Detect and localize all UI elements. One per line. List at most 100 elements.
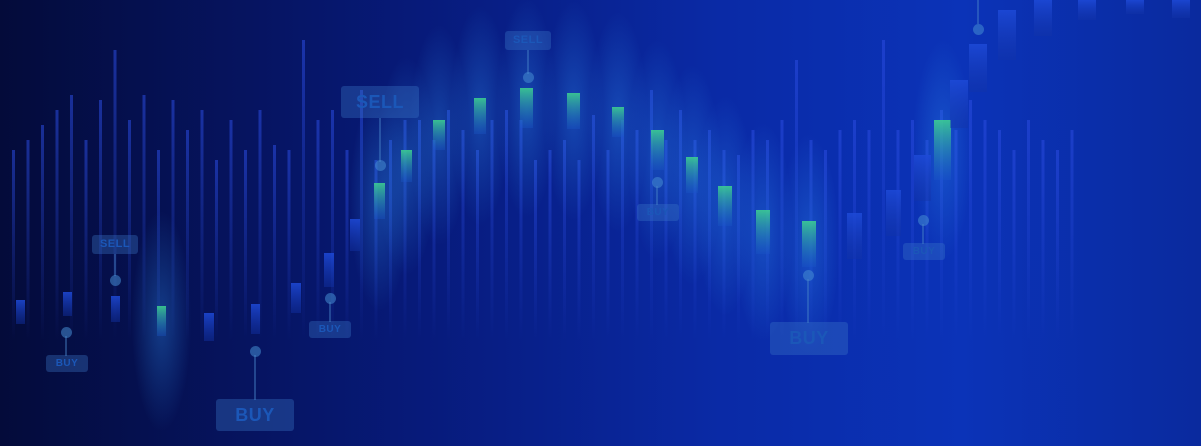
- buy-marker-6-pin: [922, 224, 924, 244]
- sell-marker-1-pin: [114, 254, 116, 276]
- sell-marker-1-dot: [110, 275, 121, 286]
- wick-line: [12, 150, 15, 340]
- buy-marker-1-dot: [61, 327, 72, 338]
- wick-line: [84, 140, 88, 340]
- sell-marker-2-pin: [379, 118, 381, 162]
- glow-highlights: [131, 0, 973, 431]
- wick-line: [99, 100, 102, 340]
- wick-line: [128, 120, 131, 340]
- candle-body: [474, 98, 486, 134]
- buy-marker-6: BUY: [903, 243, 945, 260]
- candle-body: [111, 296, 120, 322]
- wick-line: [1056, 150, 1059, 340]
- candle-body: [914, 155, 931, 201]
- wick-line: [273, 145, 276, 340]
- candle-body: [686, 157, 698, 193]
- buy-marker-4-dot: [652, 177, 663, 188]
- wick-line: [606, 150, 610, 340]
- wick-line: [998, 130, 1001, 340]
- candle-body: [1126, 0, 1144, 14]
- candle-body: [1078, 0, 1096, 20]
- wick-line: [490, 120, 494, 340]
- wick-line: [215, 160, 218, 340]
- top-marker-pin: [977, 0, 979, 24]
- buy-marker-5-pin: [807, 279, 809, 323]
- wick-line: [882, 40, 885, 340]
- candle-body: [63, 292, 72, 316]
- candle-body: [401, 150, 412, 182]
- candle-body: [251, 304, 260, 334]
- candle-body: [651, 130, 664, 170]
- wick-line: [186, 130, 189, 340]
- wick-line: [911, 120, 914, 340]
- wick-line: [287, 150, 291, 340]
- candle-body: [718, 186, 732, 226]
- wick-line: [635, 130, 639, 340]
- wick-line: [577, 160, 581, 340]
- buy-marker-1-pin: [65, 336, 67, 356]
- wick-line: [1041, 140, 1045, 340]
- buy-marker-2-dot: [250, 346, 261, 357]
- candle-body: [1034, 0, 1052, 36]
- candle-body: [520, 88, 533, 128]
- candle-body: [756, 210, 770, 254]
- candle-body: [886, 190, 901, 236]
- wick-line: [969, 100, 972, 340]
- sell-marker-1: SELL: [92, 235, 138, 254]
- candle-body: [969, 44, 987, 92]
- wick-line: [302, 40, 305, 340]
- wick-line: [461, 130, 465, 340]
- wick-line: [534, 160, 537, 340]
- wick-line: [316, 120, 320, 340]
- top-marker-dot: [973, 24, 984, 35]
- sell-marker-2-dot: [375, 160, 386, 171]
- wick-line: [592, 115, 595, 340]
- candle-body: [567, 93, 580, 129]
- sell-marker-3-dot: [523, 72, 534, 83]
- wick-line: [1027, 120, 1030, 340]
- wick-line: [476, 150, 479, 340]
- wick-line: [244, 150, 247, 340]
- candle-body: [998, 10, 1016, 60]
- candle-body: [350, 219, 360, 251]
- candle-body: [1172, 0, 1190, 18]
- wick-line: [55, 110, 59, 340]
- wick-line: [867, 130, 871, 340]
- candle-body: [374, 183, 385, 219]
- candle-body: [950, 80, 968, 128]
- buy-marker-1: BUY: [46, 355, 88, 372]
- wick-line: [1070, 130, 1074, 340]
- wick-line: [983, 120, 987, 340]
- wick-line: [200, 110, 204, 340]
- wick-line: [229, 120, 233, 340]
- candle-body: [291, 283, 301, 313]
- wick-line: [548, 150, 552, 340]
- candle-body: [204, 313, 214, 341]
- wick-line: [113, 50, 117, 340]
- sell-marker-3: SELL: [505, 31, 551, 50]
- sell-marker-2: SELL: [341, 86, 419, 118]
- candle-body: [433, 120, 445, 150]
- wick-line: [258, 110, 262, 340]
- candle-body: [612, 107, 624, 137]
- buy-marker-3-dot: [325, 293, 336, 304]
- candles: [16, 0, 1190, 341]
- candle-body: [157, 306, 166, 336]
- buy-marker-2: BUY: [216, 399, 294, 431]
- candle-body: [324, 253, 334, 287]
- buy-marker-5: BUY: [770, 322, 848, 355]
- buy-marker-4-pin: [656, 186, 658, 205]
- buy-marker-3: BUY: [309, 321, 351, 338]
- candle-body: [934, 120, 951, 180]
- wick-line: [519, 120, 523, 340]
- wick-line: [26, 140, 30, 340]
- wick-line: [331, 110, 334, 340]
- wick-line: [838, 130, 842, 340]
- wick-line: [345, 150, 349, 340]
- candle-body: [847, 213, 862, 259]
- buy-marker-6-dot: [918, 215, 929, 226]
- candle-body: [16, 300, 25, 324]
- wick-line: [70, 95, 73, 340]
- buy-marker-3-pin: [329, 302, 331, 322]
